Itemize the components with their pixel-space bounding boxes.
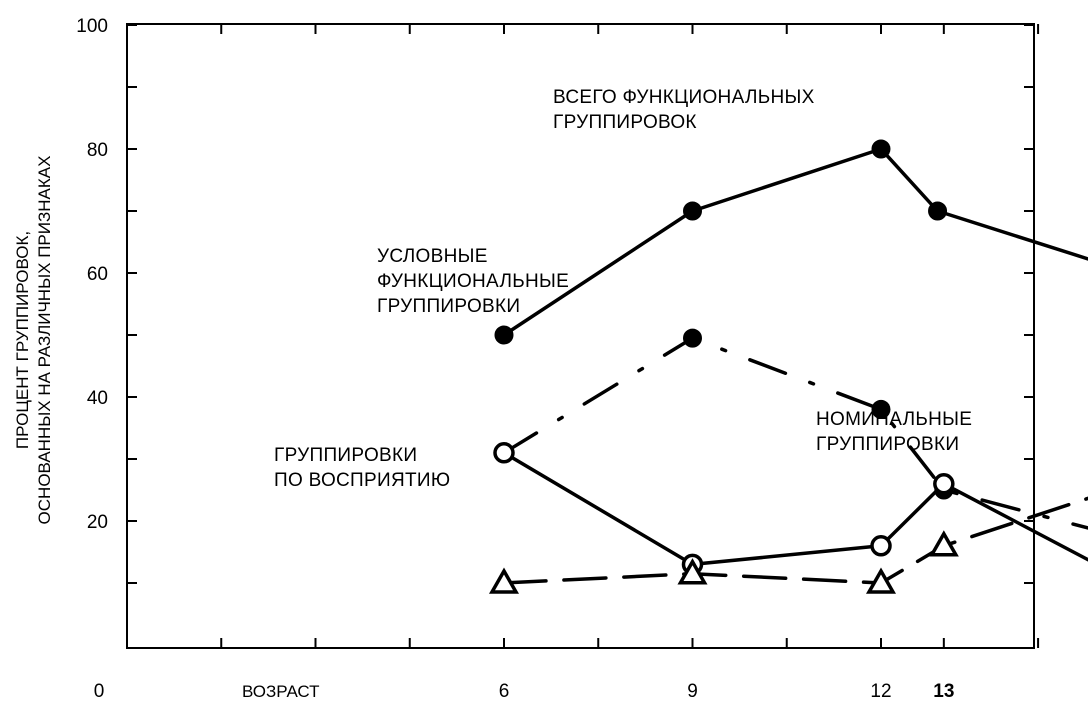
y-tick-label: 40	[87, 388, 108, 409]
y-tick-label: 20	[87, 512, 108, 533]
x-tick-label: 6	[499, 681, 510, 702]
annotation-perceptual: ГРУППИРОВКИ ПО ВОСПРИЯТИЮ	[274, 445, 450, 491]
series-line-conditional_functional	[502, 336, 1088, 530]
annotation-line: УСЛОВНЫЕ	[377, 246, 488, 267]
annotation-line: ГРУППИРОВОК	[553, 112, 697, 133]
y-axis-title-line-1: ПРОЦЕНТ ГРУППИРОВОК,	[13, 231, 32, 449]
series-lines	[502, 147, 1088, 585]
annotation-line: ПО ВОСПРИЯТИЮ	[274, 470, 450, 491]
annotation-line: ВСЕГО ФУНКЦИОНАЛЬНЫХ	[553, 87, 815, 108]
annotation-line: ГРУППИРОВКИ	[274, 445, 417, 466]
series-line-total_functional	[502, 147, 1088, 337]
y-tick-label: 100	[76, 16, 108, 37]
point-total_functional	[928, 201, 948, 221]
x-tick-label: 12	[870, 681, 891, 702]
point-total_functional	[682, 201, 702, 221]
point-nominal	[865, 567, 897, 594]
annotation-total_functional: ВСЕГО ФУНКЦИОНАЛЬНЫХ ГРУППИРОВОК	[553, 87, 815, 133]
annotation-line: НОМИНАЛЬНЫЕ	[816, 409, 972, 430]
point-perceptual	[933, 473, 955, 495]
y-tick-label: 60	[87, 264, 108, 285]
series-annotations: ВСЕГО ФУНКЦИОНАЛЬНЫХ ГРУППИРОВОК УСЛОВНЫЕ Ф…	[274, 87, 972, 491]
x-tick-label: 13	[933, 681, 954, 702]
x-tick-label: 9	[687, 681, 698, 702]
point-nominal	[677, 558, 708, 585]
point-conditional_functional	[871, 399, 891, 419]
point-total_functional	[871, 139, 891, 159]
point-perceptual	[870, 535, 892, 557]
series-line-nominal	[502, 496, 1088, 585]
y-axis-title-line-2: ОСНОВАННЫХ НА РАЗЛИЧНЫХ ПРИЗНАКАХ	[35, 156, 54, 525]
point-total_functional	[494, 325, 514, 345]
annotation-line: ГРУППИРОВКИ	[816, 434, 959, 455]
point-nominal	[928, 530, 959, 557]
annotation-conditional_functional: УСЛОВНЫЕ ФУНКЦИОНАЛЬНЫЕ ГРУППИРОВКИ	[377, 246, 569, 317]
series-markers	[488, 139, 959, 594]
annotation-nominal: НОМИНАЛЬНЫЕ ГРУППИРОВКИ	[816, 409, 972, 455]
y-tick-label: 80	[87, 140, 108, 161]
tick-labels: 1008060402006912131619	[76, 16, 954, 702]
point-conditional_functional	[682, 328, 702, 348]
y-axis-title: ПРОЦЕНТ ГРУППИРОВОК, ОСНОВАННЫХ НА РАЗЛИ…	[13, 156, 54, 525]
series-line-perceptual	[502, 451, 1088, 567]
axis-ticks	[127, 24, 1040, 648]
annotation-line: ФУНКЦИОНАЛЬНЫЕ	[377, 271, 569, 292]
point-perceptual	[493, 442, 515, 464]
x-axis-title: ВОЗРАСТ	[242, 682, 320, 701]
point-nominal	[488, 567, 520, 594]
x-tick-label: 0	[94, 681, 105, 702]
annotation-line: ГРУППИРОВКИ	[377, 296, 520, 317]
